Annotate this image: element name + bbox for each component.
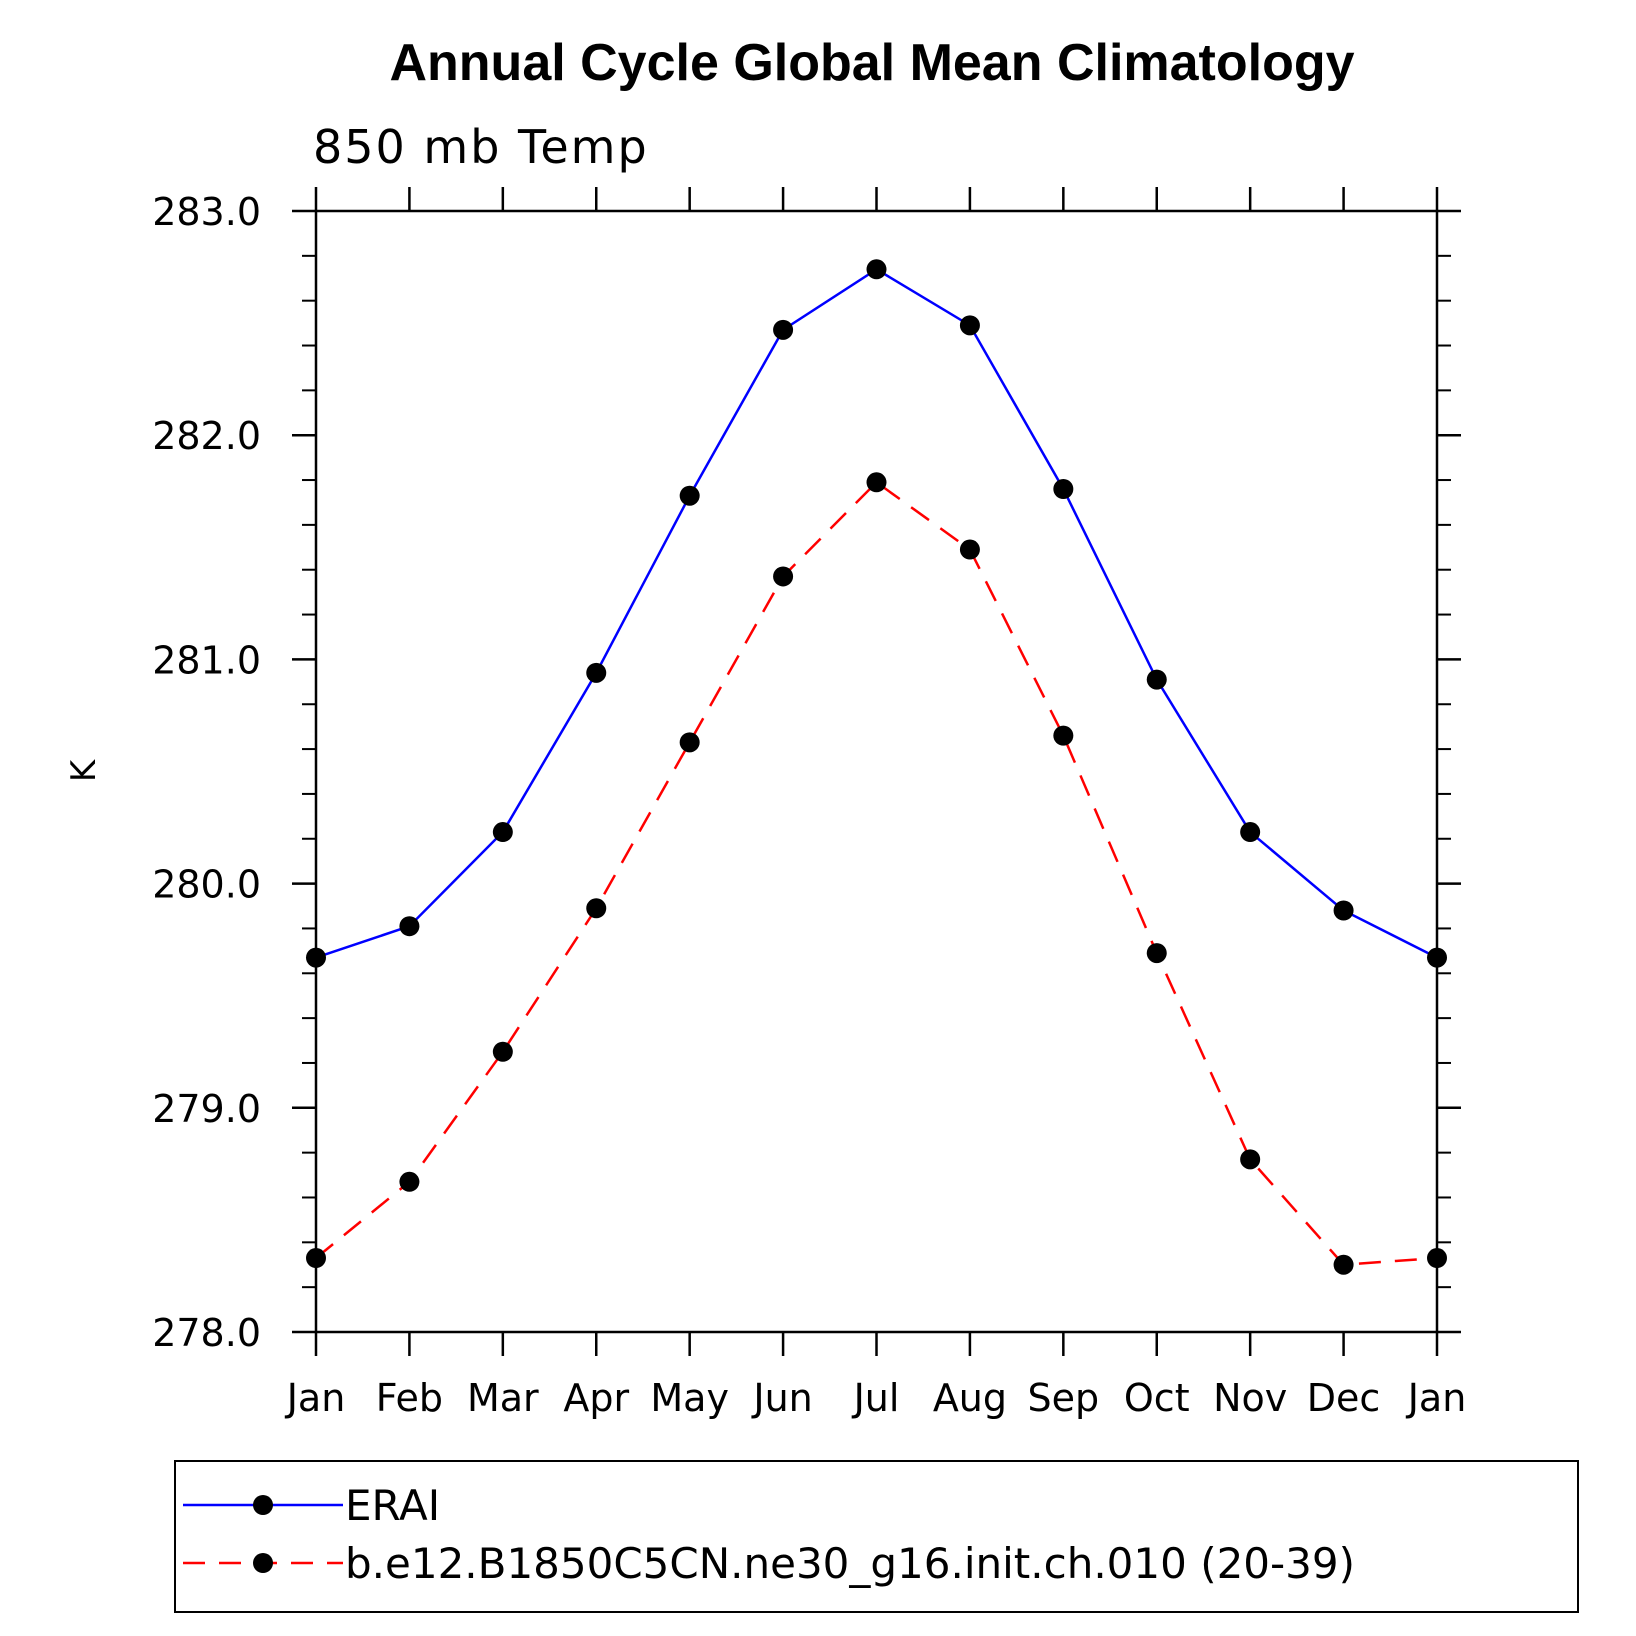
data-point bbox=[1146, 669, 1167, 690]
data-point bbox=[773, 319, 794, 340]
data-point bbox=[1053, 479, 1074, 500]
data-point bbox=[306, 947, 326, 968]
x-tick-label: Apr bbox=[563, 1376, 629, 1420]
y-tick-label: 283.0 bbox=[152, 190, 261, 234]
data-point bbox=[1240, 1149, 1261, 1170]
data-point bbox=[959, 539, 980, 560]
x-tick-label: Jul bbox=[852, 1376, 900, 1420]
data-point bbox=[1427, 947, 1447, 968]
data-point bbox=[306, 1248, 326, 1269]
x-tick-label: Mar bbox=[467, 1376, 539, 1420]
legend-label: b.e12.B1850C5CN.ne30_g16.init.ch.010 (20… bbox=[345, 1539, 1355, 1588]
series-line-1 bbox=[315, 267, 1438, 959]
chart-title: Annual Cycle Global Mean Climatology bbox=[389, 34, 1354, 92]
x-tick-label: Aug bbox=[933, 1376, 1007, 1420]
x-tick-label: Jan bbox=[285, 1376, 346, 1420]
x-tick-label: Nov bbox=[1213, 1376, 1287, 1420]
y-axis-label: K bbox=[64, 758, 104, 782]
data-point bbox=[399, 1171, 420, 1192]
y-tick-label: 278.0 bbox=[152, 1311, 261, 1355]
data-point bbox=[586, 662, 607, 683]
x-tick-label: Jun bbox=[751, 1376, 812, 1420]
plot-frame bbox=[314, 209, 1439, 1334]
data-point bbox=[1146, 943, 1167, 964]
series-layer bbox=[306, 259, 1447, 1275]
data-point bbox=[1053, 725, 1074, 746]
data-point bbox=[1240, 822, 1261, 843]
data-point bbox=[399, 916, 420, 937]
y-tick-label: 281.0 bbox=[152, 638, 261, 682]
x-tick-label: Sep bbox=[1028, 1376, 1100, 1420]
data-point bbox=[679, 732, 700, 753]
x-tick-label: Feb bbox=[376, 1376, 443, 1420]
x-tick-label: Dec bbox=[1307, 1376, 1381, 1420]
legend-marker bbox=[253, 1495, 273, 1515]
data-point bbox=[1333, 1254, 1354, 1275]
y-tick-label: 282.0 bbox=[152, 414, 261, 458]
legend-marker bbox=[253, 1553, 273, 1573]
y-tick-label: 280.0 bbox=[152, 863, 261, 907]
x-tick-label: May bbox=[650, 1376, 729, 1420]
data-point bbox=[586, 898, 607, 919]
y-tick-label: 279.0 bbox=[152, 1087, 261, 1131]
x-tick-label: Oct bbox=[1124, 1376, 1190, 1420]
data-point bbox=[773, 566, 794, 587]
data-point bbox=[679, 485, 700, 506]
data-point bbox=[959, 315, 980, 336]
chart-subtitle: 850 mb Temp bbox=[313, 120, 649, 174]
legend: ERAI b.e12.B1850C5CN.ne30_g16.init.ch.010… bbox=[174, 1460, 1579, 1613]
legend-label: ERAI bbox=[345, 1481, 440, 1530]
data-point bbox=[492, 1041, 513, 1062]
axis-ticks: Jan Feb Mar Apr May Jun Jul Aug Sep Oct Nov Dec Jan 2… bbox=[152, 187, 1466, 1420]
data-point bbox=[1427, 1248, 1447, 1269]
data-point bbox=[492, 822, 513, 843]
legend-box bbox=[174, 1460, 1579, 1613]
data-point bbox=[1333, 900, 1354, 921]
x-tick-label: Jan bbox=[1406, 1376, 1467, 1420]
data-point bbox=[866, 259, 887, 280]
series-line-2 bbox=[315, 480, 1438, 1267]
data-point bbox=[866, 472, 887, 493]
